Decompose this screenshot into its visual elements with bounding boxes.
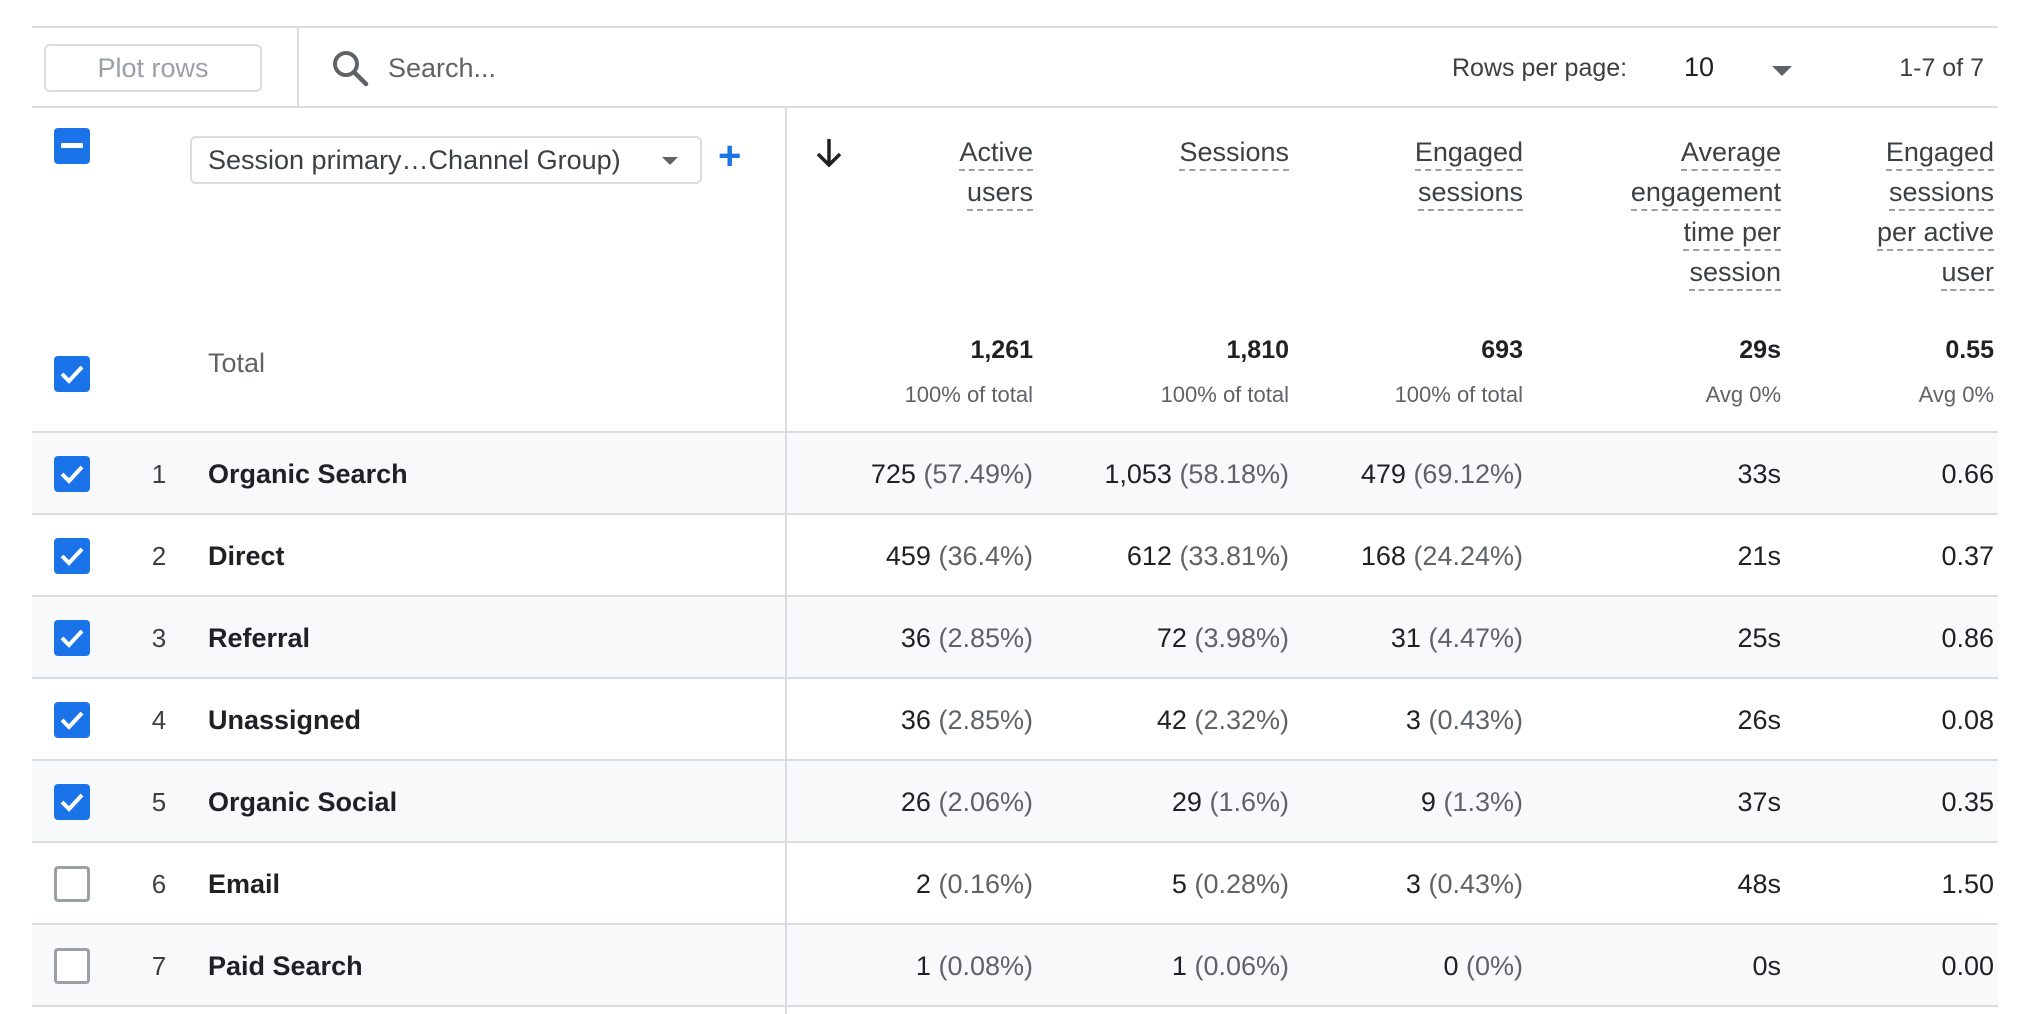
- row-number: 7: [151, 951, 167, 981]
- table-toolbar: Plot rows Rows per page: 10 1-7 of 7: [32, 26, 1998, 108]
- total-label: Total: [208, 348, 266, 378]
- table-row[interactable]: 4 Unassigned 36 (2.85%) 42 (2.32%) 3 (0.43%)…: [32, 679, 1998, 761]
- row-checkbox[interactable]: [54, 784, 90, 820]
- rows-per-page-select[interactable]: 10: [1684, 52, 1715, 82]
- column-divider: [785, 108, 787, 1014]
- cell-engaged-sessions: 31 (4.47%): [1390, 623, 1523, 653]
- arrow-down-icon[interactable]: [812, 136, 846, 170]
- row-channel-name: Organic Social: [208, 787, 398, 817]
- chevron-down-icon[interactable]: [1772, 66, 1792, 76]
- row-channel-name: Referral: [208, 623, 311, 653]
- row-number: 2: [151, 541, 167, 571]
- search-input[interactable]: [388, 46, 988, 90]
- total-active-users-sub: 100% of total: [904, 382, 1033, 407]
- cell-engaged-sessions: 168 (24.24%): [1360, 541, 1523, 571]
- cell-avg-engagement-time: 25s: [1737, 623, 1781, 653]
- row-checkbox[interactable]: [54, 620, 90, 656]
- total-engaged-per-user: 0.55: [1945, 336, 1994, 364]
- table-header: Session primary…Channel Group) + Active u…: [32, 108, 1998, 433]
- row-channel-name: Unassigned: [208, 705, 362, 735]
- cell-active-users: 26 (2.06%): [900, 787, 1033, 817]
- column-header-engaged-sessions[interactable]: Engaged sessions: [1414, 132, 1523, 212]
- row-number: 5: [151, 787, 167, 817]
- cell-sessions: 42 (2.32%): [1156, 705, 1289, 735]
- cell-sessions: 612 (33.81%): [1126, 541, 1289, 571]
- cell-sessions: 5 (0.28%): [1171, 869, 1289, 899]
- row-checkbox[interactable]: [54, 538, 90, 574]
- row-channel-name: Direct: [208, 541, 285, 571]
- cell-avg-engagement-time: 48s: [1737, 869, 1781, 899]
- table-row[interactable]: 3 Referral 36 (2.85%) 72 (3.98%) 31 (4.47%) 2…: [32, 597, 1998, 679]
- cell-avg-engagement-time: 0s: [1752, 951, 1781, 981]
- cell-active-users: 725 (57.49%): [870, 459, 1033, 489]
- column-header-avg-engagement-time[interactable]: Average engagement time per session: [1630, 132, 1781, 292]
- row-number: 4: [151, 705, 167, 735]
- cell-engaged-sessions: 0 (0%): [1443, 951, 1523, 981]
- cell-engaged-per-user: 0.86: [1941, 623, 1994, 653]
- row-checkbox[interactable]: [54, 948, 90, 984]
- row-number: 6: [151, 869, 167, 899]
- row-checkbox[interactable]: [54, 456, 90, 492]
- total-active-users: 1,261: [970, 336, 1033, 364]
- rows-per-page-label: Rows per page:: [1452, 54, 1628, 82]
- cell-avg-engagement-time: 33s: [1737, 459, 1781, 489]
- row-channel-name: Email: [208, 869, 281, 899]
- total-sessions: 1,810: [1226, 336, 1289, 364]
- chevron-down-icon: [662, 157, 678, 165]
- cell-avg-engagement-time: 26s: [1737, 705, 1781, 735]
- cell-engaged-per-user: 0.37: [1941, 541, 1994, 571]
- cell-engaged-per-user: 0.00: [1941, 951, 1994, 981]
- cell-engaged-per-user: 0.35: [1941, 787, 1994, 817]
- dimension-select-label: Session primary…Channel Group): [208, 145, 621, 175]
- cell-engaged-sessions: 3 (0.43%): [1405, 705, 1523, 735]
- table-row[interactable]: 2 Direct 459 (36.4%) 612 (33.81%) 168 (24.24…: [32, 515, 1998, 597]
- total-checkbox[interactable]: [54, 356, 90, 392]
- total-sessions-sub: 100% of total: [1160, 382, 1289, 407]
- cell-active-users: 459 (36.4%): [885, 541, 1033, 571]
- pagination-count: 1-7 of 7: [1899, 54, 1984, 82]
- cell-active-users: 36 (2.85%): [900, 623, 1033, 653]
- cell-active-users: 2 (0.16%): [915, 869, 1033, 899]
- table-row[interactable]: 5 Organic Social 26 (2.06%) 29 (1.6%) 9 (1.3…: [32, 761, 1998, 843]
- cell-engaged-per-user: 1.50: [1941, 869, 1994, 899]
- cell-active-users: 1 (0.08%): [915, 951, 1033, 981]
- total-avg-engagement-time: 29s: [1739, 336, 1781, 364]
- cell-engaged-per-user: 0.66: [1941, 459, 1994, 489]
- total-engaged-per-user-sub: Avg 0%: [1918, 382, 1994, 407]
- cell-engaged-sessions: 3 (0.43%): [1405, 869, 1523, 899]
- table-row[interactable]: 1 Organic Search 725 (57.49%) 1,053 (58.18%…: [32, 433, 1998, 515]
- row-checkbox[interactable]: [54, 866, 90, 902]
- add-dimension-button[interactable]: +: [718, 134, 742, 178]
- column-header-engaged-per-user[interactable]: Engaged sessions per active user: [1876, 132, 1994, 292]
- dimension-select[interactable]: Session primary…Channel Group): [190, 136, 702, 184]
- total-engaged-sessions-sub: 100% of total: [1394, 382, 1523, 407]
- row-number: 1: [151, 459, 167, 489]
- column-header-sessions[interactable]: Sessions: [1179, 132, 1289, 172]
- plot-rows-button[interactable]: Plot rows: [44, 44, 262, 92]
- report-table: Plot rows Rows per page: 10 1-7 of 7 Ses…: [32, 0, 1998, 1014]
- row-number: 3: [151, 623, 167, 653]
- cell-sessions: 72 (3.98%): [1156, 623, 1289, 653]
- row-checkbox[interactable]: [54, 702, 90, 738]
- select-all-checkbox[interactable]: [54, 128, 90, 164]
- table-row[interactable]: 7 Paid Search 1 (0.08%) 1 (0.06%) 0 (0%) 0s 0.…: [32, 925, 1998, 1007]
- cell-avg-engagement-time: 37s: [1737, 787, 1781, 817]
- row-channel-name: Organic Search: [208, 459, 408, 489]
- cell-active-users: 36 (2.85%): [900, 705, 1033, 735]
- cell-sessions: 1 (0.06%): [1171, 951, 1289, 981]
- row-channel-name: Paid Search: [208, 951, 363, 981]
- total-engaged-sessions: 693: [1481, 336, 1523, 364]
- total-avg-engagement-time-sub: Avg 0%: [1705, 382, 1781, 407]
- table-row[interactable]: 6 Email 2 (0.16%) 5 (0.28%) 3 (0.43%) 48s 1.50: [32, 843, 1998, 925]
- cell-engaged-sessions: 9 (1.3%): [1420, 787, 1523, 817]
- toolbar-divider: [297, 28, 299, 108]
- cell-sessions: 1,053 (58.18%): [1104, 459, 1289, 489]
- cell-sessions: 29 (1.6%): [1171, 787, 1289, 817]
- cell-engaged-sessions: 479 (69.12%): [1360, 459, 1523, 489]
- cell-engaged-per-user: 0.08: [1941, 705, 1994, 735]
- search-icon[interactable]: [330, 48, 370, 88]
- cell-avg-engagement-time: 21s: [1737, 541, 1781, 571]
- column-header-active-users[interactable]: Active users: [959, 132, 1033, 212]
